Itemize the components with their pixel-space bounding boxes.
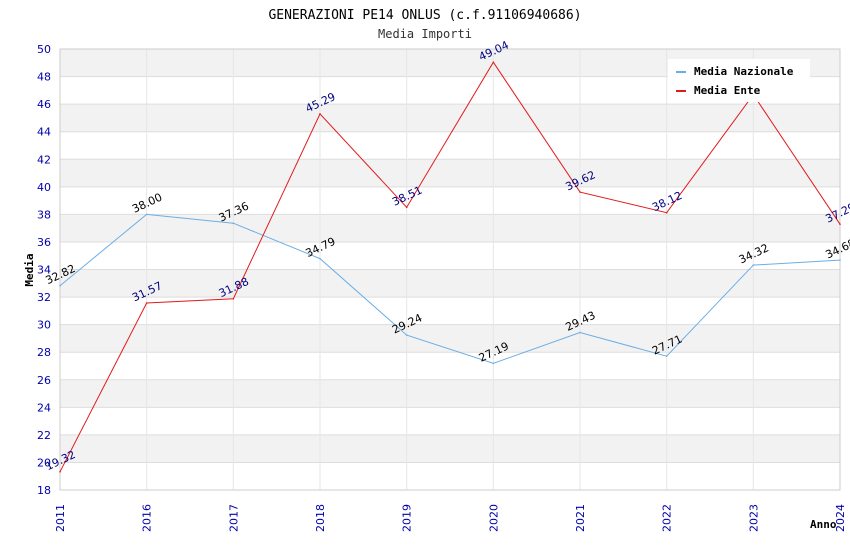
legend: Media Nazionale Media Ente (668, 59, 810, 102)
plot-band (60, 269, 840, 298)
legend-box (668, 59, 810, 102)
data-point (232, 297, 235, 300)
series-line-media-ente (59, 61, 841, 473)
y-tick-label: 34 (37, 264, 51, 277)
data-point (665, 211, 668, 214)
y-tick-label: 28 (37, 346, 51, 359)
data-point (579, 191, 581, 193)
y-tick-label: 20 (37, 456, 51, 469)
x-tick-label: 2019 (401, 504, 414, 532)
data-point (145, 213, 148, 216)
y-tick-label: 26 (37, 374, 51, 387)
y-tick-label: 44 (37, 126, 51, 139)
y-tick-label: 24 (37, 401, 51, 414)
y-axis-label: Media (23, 253, 36, 286)
y-tick-label: 48 (37, 71, 51, 84)
data-point (839, 259, 841, 261)
x-tick-label: 2022 (661, 504, 674, 532)
plot-band (60, 214, 840, 242)
y-tick-label: 30 (37, 319, 51, 332)
x-axis-label: Anno (810, 518, 837, 531)
plot-band (60, 324, 840, 353)
data-point (319, 257, 321, 260)
plot-band (60, 159, 840, 187)
x-tick-label: 2024 (834, 504, 847, 532)
y-tick-label: 40 (37, 181, 51, 194)
plot-area-border (59, 48, 841, 491)
y-tick-label: 42 (37, 153, 51, 166)
x-tick-label: 2023 (747, 504, 760, 532)
data-point (59, 284, 61, 287)
y-tick-label: 38 (37, 208, 51, 221)
data-point (839, 223, 841, 225)
x-tick-label: 2011 (54, 504, 67, 532)
data-point (665, 355, 668, 357)
data-point (145, 302, 148, 304)
data-point (319, 113, 321, 115)
series-lines (59, 61, 841, 473)
x-axis-ticks: 2011 2016 2017 2018 2019 2020 2021 2022 2023 2024 (54, 504, 847, 532)
y-axis-ticks: 18 20 22 24 26 28 30 32 34 36 38 40 42 44 46 48 50 (37, 43, 51, 497)
data-point (405, 206, 408, 209)
plot-band (60, 131, 840, 160)
legend-label-media-ente: Media Ente (694, 84, 761, 97)
y-tick-label: 50 (37, 43, 51, 56)
data-point (492, 61, 495, 64)
plot-band (60, 186, 840, 215)
series-line-media-nazionale (59, 213, 841, 364)
y-tick-label: 46 (37, 98, 51, 111)
plot-band (60, 241, 840, 270)
data-point (59, 471, 61, 473)
y-tick-label: 32 (37, 291, 51, 304)
data-point (579, 331, 581, 334)
x-tick-label: 2017 (227, 504, 240, 532)
plot-band (60, 434, 840, 463)
data-point (405, 334, 408, 336)
data-point (232, 222, 235, 224)
data-point (752, 264, 755, 266)
plot-band (60, 379, 840, 408)
x-tick-label: 2021 (574, 504, 587, 532)
plot-band (60, 407, 840, 435)
y-tick-label: 22 (37, 429, 51, 442)
plot-background (60, 49, 840, 490)
chart-title: GENERAZIONI PE14 ONLUS (c.f.91106940686) (268, 8, 581, 23)
data-point (492, 362, 495, 365)
y-tick-label: 36 (37, 236, 51, 249)
x-tick-label: 2018 (314, 504, 327, 532)
chart-subtitle: Media Importi (378, 27, 472, 41)
plot-band (60, 352, 840, 380)
legend-label-media-nazionale: Media Nazionale (694, 65, 794, 78)
plot-band (60, 104, 840, 132)
plot-band (60, 462, 840, 490)
x-tick-label: 2016 (141, 504, 154, 532)
y-tick-label: 18 (37, 484, 51, 497)
x-tick-label: 2020 (487, 504, 500, 532)
